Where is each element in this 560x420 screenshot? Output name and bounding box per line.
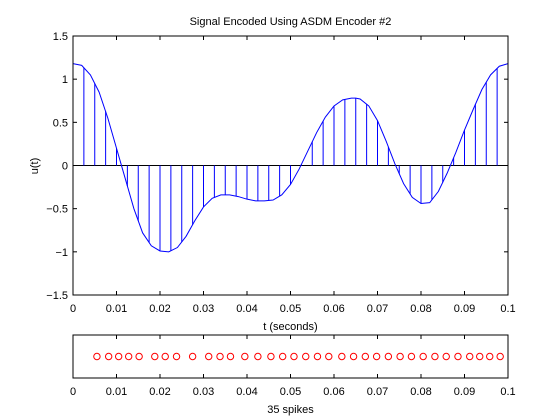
spike-marker	[338, 352, 346, 361]
x-tick-label: 0.04	[236, 303, 257, 315]
spike-x-tick-label: 0.1	[500, 386, 515, 398]
spike-x-ticks: 0 0.01 0.02 0.03 0.04 0.05 0.06 0.07 0.08 0.09 0.1	[70, 335, 516, 398]
spike-x-tick-label: 0.03	[193, 386, 214, 398]
spike-marker	[241, 352, 249, 361]
spike-marker	[361, 352, 370, 361]
x-tick-label: 0.02	[149, 303, 170, 315]
main-y-ticks: −1.5 −1 −0.5 0 0.5 1 1.5	[46, 31, 508, 302]
x-tick-label: 0.07	[367, 303, 388, 315]
spike-marker	[486, 352, 494, 361]
spike-marker	[290, 352, 298, 361]
spike-marker	[442, 352, 450, 361]
spike-x-tick-label: 0.02	[149, 386, 170, 398]
chart-title: Signal Encoded Using ASDM Encoder #2	[190, 16, 392, 28]
spike-x-tick-label: 0.08	[410, 386, 431, 398]
spike-marker	[124, 352, 133, 361]
spike-marker	[407, 352, 416, 361]
signal-line	[72, 63, 509, 253]
spike-markers	[93, 352, 504, 361]
spike-marker	[384, 352, 393, 361]
x-tick-label: 0.1	[500, 303, 515, 315]
y-tick-label: −0.5	[46, 204, 68, 216]
spike-marker	[349, 352, 358, 361]
spike-marker	[302, 352, 310, 361]
spike-marker	[496, 352, 504, 361]
spike-marker	[104, 352, 113, 361]
spike-marker	[205, 352, 213, 361]
x-tick-label: 0.08	[410, 303, 431, 315]
main-x-axis-label: t (seconds)	[263, 321, 317, 333]
y-tick-label: 1.5	[53, 31, 68, 43]
spike-marker	[216, 352, 224, 361]
spike-marker	[454, 352, 462, 361]
spike-marker	[254, 352, 262, 361]
spike-marker	[172, 352, 181, 361]
spike-marker	[267, 352, 275, 361]
x-tick-label: 0.01	[106, 303, 127, 315]
spike-marker	[476, 352, 484, 361]
spike-marker	[372, 352, 381, 361]
x-tick-label: 0	[70, 303, 76, 315]
spike-x-tick-label: 0	[70, 386, 76, 398]
spike-x-tick-label: 0.07	[367, 386, 388, 398]
y-tick-label: 1	[62, 74, 68, 86]
main-x-ticks: 0 0.01 0.02 0.03 0.04 0.05 0.06 0.07 0.08 0.09 0.1	[70, 36, 516, 315]
spike-marker	[419, 352, 427, 361]
spike-marker	[466, 352, 474, 361]
x-tick-label: 0.06	[323, 303, 344, 315]
x-tick-label: 0.03	[193, 303, 214, 315]
spike-marker	[313, 352, 322, 361]
spike-x-tick-label: 0.04	[236, 386, 257, 398]
y-tick-label: 0.5	[53, 117, 68, 129]
spike-marker	[151, 352, 159, 361]
spike-x-axis-label: 35 spikes	[267, 404, 314, 416]
spike-marker	[325, 352, 333, 361]
spike-x-tick-label: 0.01	[106, 386, 127, 398]
spike-marker	[93, 352, 101, 361]
spike-x-tick-label: 0.09	[454, 386, 475, 398]
spike-marker	[396, 352, 404, 361]
spike-marker	[278, 352, 287, 361]
y-tick-label: −1.5	[46, 290, 68, 302]
y-tick-label: 0	[62, 161, 68, 173]
x-tick-label: 0.09	[454, 303, 475, 315]
spike-marker	[114, 352, 123, 361]
spike-marker	[188, 352, 197, 361]
y-tick-label: −1	[55, 247, 68, 259]
x-tick-label: 0.05	[280, 303, 301, 315]
spike-marker	[161, 352, 169, 361]
spike-marker	[431, 352, 439, 361]
stem-lines	[83, 67, 498, 251]
spike-x-tick-label: 0.05	[280, 386, 301, 398]
spike-marker	[135, 352, 143, 361]
signal-series	[72, 63, 509, 253]
spike-marker	[226, 352, 235, 361]
spike-x-tick-label: 0.06	[323, 386, 344, 398]
main-y-axis-label: u(t)	[29, 158, 41, 175]
